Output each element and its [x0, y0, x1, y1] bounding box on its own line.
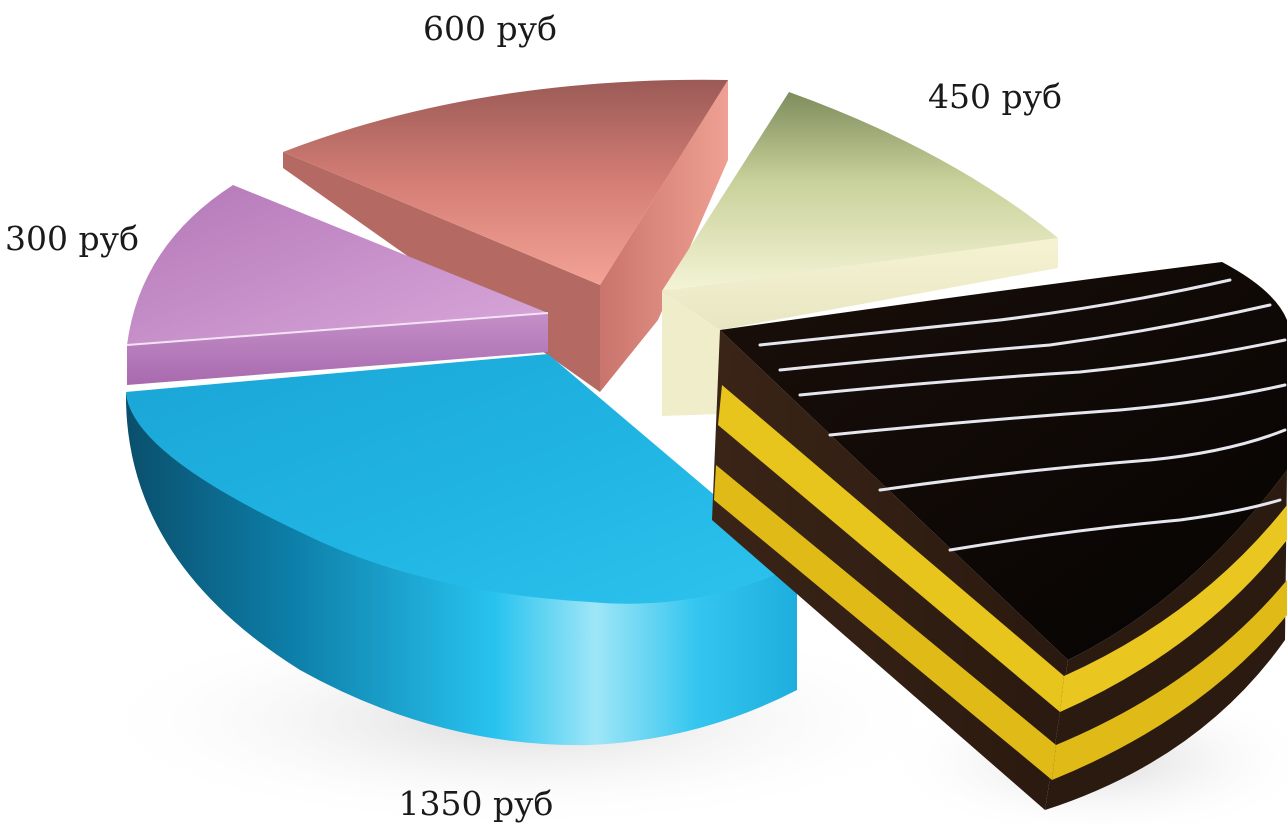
slice-label-600: 600 руб	[423, 9, 557, 48]
pie-slice-300	[126, 185, 549, 385]
slice-label-300: 300 руб	[5, 219, 139, 258]
slice-label-450: 450 руб	[928, 77, 1062, 116]
pie-slice-1350	[125, 354, 797, 746]
cake-slice	[712, 262, 1287, 810]
slice-label-1350: 1350 руб	[399, 784, 554, 823]
pie-slice-450	[662, 92, 1058, 416]
